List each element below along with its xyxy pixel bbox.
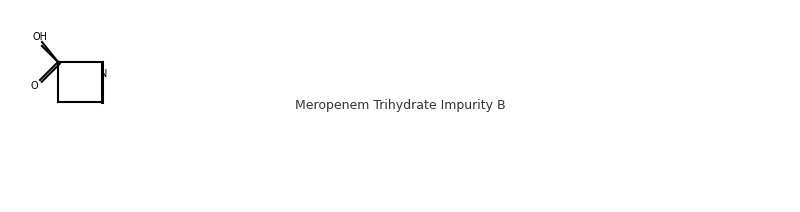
Text: Meropenem Trihydrate Impurity B: Meropenem Trihydrate Impurity B [294,99,506,113]
Text: OH: OH [33,32,47,42]
Text: N: N [100,69,108,79]
Text: O: O [30,81,38,91]
